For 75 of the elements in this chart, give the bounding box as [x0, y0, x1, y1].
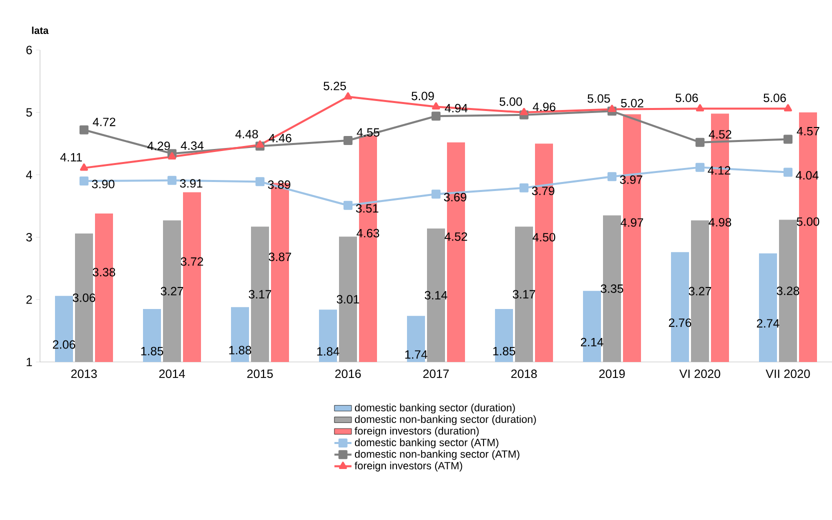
x-tick-label: 2019 — [599, 370, 625, 378]
data-label: 4.57 — [796, 127, 820, 136]
data-label: 4.29 — [147, 142, 170, 150]
data-label: 5.25 — [324, 82, 346, 90]
y-tick-label: 5 — [26, 108, 32, 117]
data-label: 4.50 — [532, 232, 556, 242]
x-tick-label: 2014 — [159, 370, 185, 378]
data-label: 5.06 — [676, 94, 698, 102]
data-label: 4.94 — [444, 104, 468, 112]
x-tick-label: 2015 — [247, 370, 273, 378]
data-label: 5.06 — [764, 94, 786, 102]
x-tick-label: VI 2020 — [679, 370, 720, 378]
data-label: 5.09 — [412, 92, 434, 100]
data-label: 1.85 — [141, 346, 164, 356]
data-label: 2.76 — [668, 318, 692, 327]
data-label: 5.05 — [588, 94, 610, 103]
legend-label: foreign investors (duration) — [354, 426, 479, 437]
data-label: 4.11 — [60, 153, 82, 162]
x-tick-label: 2016 — [335, 370, 361, 378]
data-label: 3.27 — [160, 286, 184, 296]
data-label: 4.96 — [532, 102, 556, 112]
legend-label: domestic banking sector (duration) — [354, 404, 515, 414]
data-label: 4.52 — [708, 130, 732, 139]
data-label: 4.12 — [708, 166, 730, 175]
data-label: 3.90 — [92, 180, 114, 188]
data-label: 3.79 — [532, 186, 554, 196]
data-label: 4.63 — [356, 228, 380, 238]
y-tick-label: 3 — [26, 232, 32, 242]
legend-label: domestic non-banking sector (ATM) — [354, 450, 520, 460]
x-tick-label: 2018 — [511, 370, 537, 378]
data-label: 3.97 — [620, 175, 642, 184]
data-label: 5.00 — [500, 97, 522, 106]
data-label: 2.74 — [756, 319, 780, 328]
data-label: 4.97 — [620, 218, 644, 227]
data-label: 4.48 — [235, 130, 258, 138]
data-label: 1.74 — [405, 350, 428, 359]
data-label: 3.91 — [180, 179, 202, 188]
x-tick-label: VII 2020 — [766, 370, 810, 378]
data-label: 1.84 — [317, 347, 340, 356]
data-label: 3.87 — [268, 252, 292, 262]
data-label: 3.14 — [424, 290, 448, 300]
data-label: 3.28 — [776, 286, 800, 296]
y-axis-title: lata — [32, 26, 49, 34]
data-label: 3.69 — [444, 192, 466, 202]
data-label: 4.72 — [92, 118, 116, 126]
data-label: 4.55 — [356, 128, 380, 137]
legend-label: domestic non-banking sector (duration) — [354, 415, 536, 426]
y-tick-label: 6 — [26, 46, 32, 54]
data-label: 3.27 — [688, 286, 712, 296]
data-label: 3.17 — [248, 290, 272, 299]
x-tick-label: 2017 — [423, 370, 449, 378]
data-label: 1.85 — [493, 346, 516, 356]
data-label: 4.04 — [796, 171, 819, 180]
data-label: 3.72 — [180, 257, 204, 266]
data-label: 2.06 — [52, 340, 76, 349]
data-label: 5.00 — [796, 217, 820, 226]
x-tick-label: 2013 — [71, 370, 97, 378]
data-label: 3.89 — [268, 180, 290, 189]
data-label: 3.38 — [92, 268, 116, 276]
data-label: 4.52 — [444, 232, 468, 241]
y-tick-label: 2 — [26, 295, 32, 304]
y-tick-label: 4 — [26, 170, 32, 179]
data-label: 4.98 — [708, 218, 732, 226]
legend-label: foreign investors (ATM) — [354, 462, 462, 472]
legend-label: domestic banking sector (ATM) — [354, 438, 498, 448]
data-label: 5.02 — [621, 98, 644, 108]
data-label: 3.01 — [336, 295, 360, 304]
data-label: 1.88 — [229, 346, 252, 354]
y-tick-label: 1 — [26, 358, 32, 366]
data-label: 3.17 — [512, 290, 536, 299]
data-label: 3.51 — [356, 204, 378, 213]
data-label: 2.14 — [580, 338, 604, 346]
data-label: 3.06 — [72, 293, 96, 302]
data-label: 4.34 — [180, 141, 204, 150]
data-label: 3.35 — [600, 284, 624, 293]
